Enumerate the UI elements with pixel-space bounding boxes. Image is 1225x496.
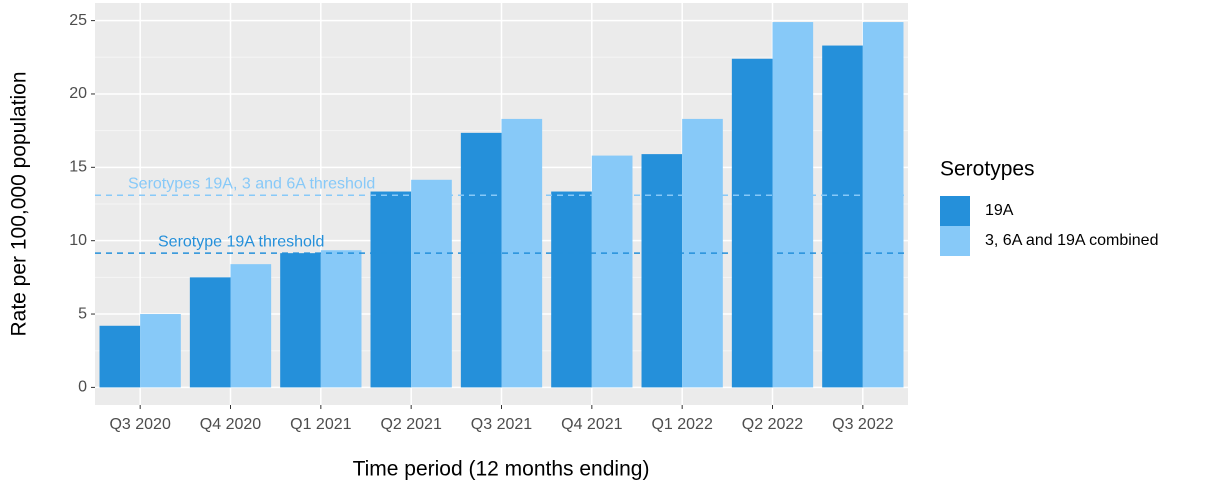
bar: [460, 132, 502, 388]
bar: [230, 264, 272, 388]
y-tick-label: 10: [69, 232, 87, 249]
bar: [320, 250, 362, 388]
legend-key: [940, 196, 970, 226]
y-tick-label: 0: [78, 379, 87, 396]
x-tick-label: Q4 2020: [200, 416, 261, 433]
legend-label: 3, 6A and 19A combined: [985, 232, 1158, 249]
x-tick-label: Q2 2021: [380, 416, 441, 433]
legend-label: 19A: [985, 202, 1014, 219]
bar: [731, 58, 773, 388]
x-axis-title: Time period (12 months ending): [353, 458, 650, 481]
threshold-label: Serotypes 19A, 3 and 6A threshold: [128, 175, 375, 192]
bar: [551, 191, 592, 388]
bar: [99, 325, 141, 388]
bar: [822, 45, 863, 388]
threshold-label: Serotype 19A threshold: [158, 233, 324, 250]
bar: [140, 314, 181, 388]
x-tick-label: Q3 2020: [109, 416, 170, 433]
bar: [189, 277, 231, 388]
bar: [641, 154, 683, 388]
y-tick-label: 15: [69, 159, 87, 176]
bar: [862, 22, 904, 388]
y-axis-title: Rate per 100,000 population: [8, 71, 31, 336]
bar: [591, 155, 633, 388]
y-tick-label: 25: [69, 12, 87, 29]
x-tick-label: Q1 2022: [651, 416, 712, 433]
y-tick-label: 20: [69, 85, 87, 102]
x-tick-label: Q3 2022: [832, 416, 893, 433]
x-tick-label: Q1 2021: [290, 416, 351, 433]
y-tick-label: 5: [78, 305, 87, 322]
x-tick-label: Q3 2021: [471, 416, 532, 433]
bar: [370, 191, 412, 388]
x-tick-label: Q4 2021: [561, 416, 622, 433]
x-tick-label: Q2 2022: [742, 416, 803, 433]
legend-title: Serotypes: [940, 158, 1035, 181]
bar: [772, 22, 814, 388]
bar: [280, 253, 321, 388]
bar: [411, 179, 452, 388]
legend-key: [940, 226, 970, 256]
